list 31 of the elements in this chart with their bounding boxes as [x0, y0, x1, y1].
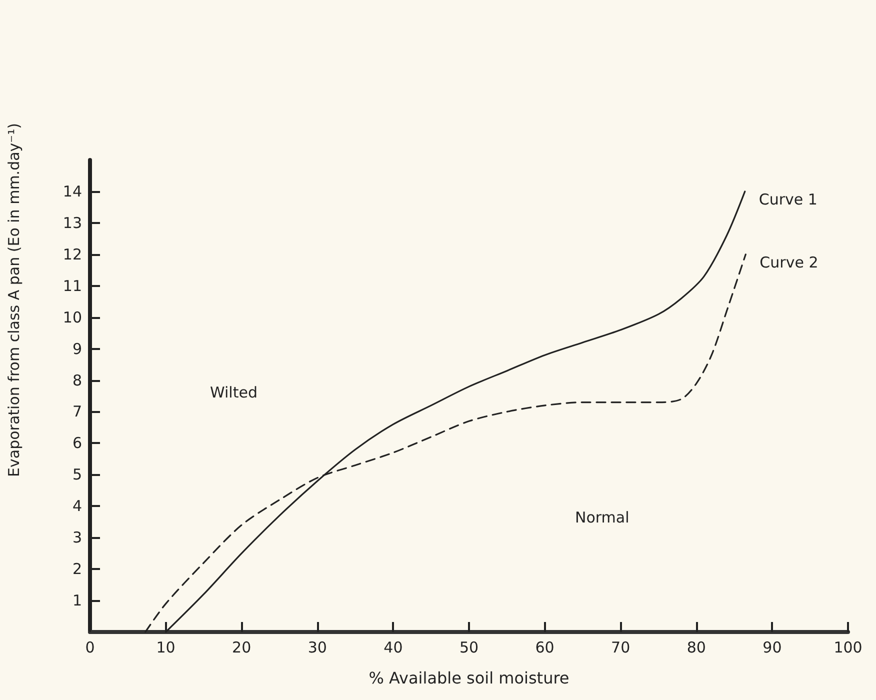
x-tick-label: 90	[762, 638, 782, 656]
x-tick-label: 60	[535, 638, 554, 656]
y-tick-label: 13	[62, 214, 82, 232]
y-tick-label: 14	[62, 182, 82, 200]
x-axis-title: % Available soil moisture	[368, 668, 570, 688]
y-tick-label: 8	[72, 371, 82, 390]
x-tick-label: 30	[308, 638, 327, 656]
x-tick-label: 0	[85, 638, 95, 656]
series-label: Curve 2	[760, 253, 818, 272]
y-tick-label: 12	[62, 245, 82, 264]
y-tick-label: 3	[72, 528, 82, 547]
y-tick-label: 10	[62, 308, 82, 326]
y-tick-label: 6	[72, 434, 82, 452]
x-tick-label: 10	[156, 638, 176, 656]
series-label: Curve 1	[758, 190, 818, 208]
y-tick-label: 2	[72, 560, 82, 578]
annotation: Wilted	[210, 384, 258, 402]
y-tick-label: 7	[72, 402, 82, 421]
annotation: Normal	[575, 508, 630, 526]
x-tick-label: 100	[834, 638, 862, 656]
x-tick-label: 50	[459, 638, 479, 656]
x-tick-label: 40	[384, 638, 403, 656]
y-tick-label: 11	[62, 276, 82, 295]
y-tick-label: 9	[72, 340, 82, 358]
y-axis-title: Evaporation from class A pan (Eo in mm.day⁻¹)	[5, 123, 23, 477]
x-tick-label: 20	[232, 638, 252, 656]
y-tick-label: 1	[72, 592, 82, 610]
y-tick-label: 5	[72, 466, 82, 484]
x-tick-label: 70	[611, 638, 630, 656]
x-tick-label: 80	[686, 638, 706, 656]
y-tick-label: 4	[72, 497, 82, 516]
